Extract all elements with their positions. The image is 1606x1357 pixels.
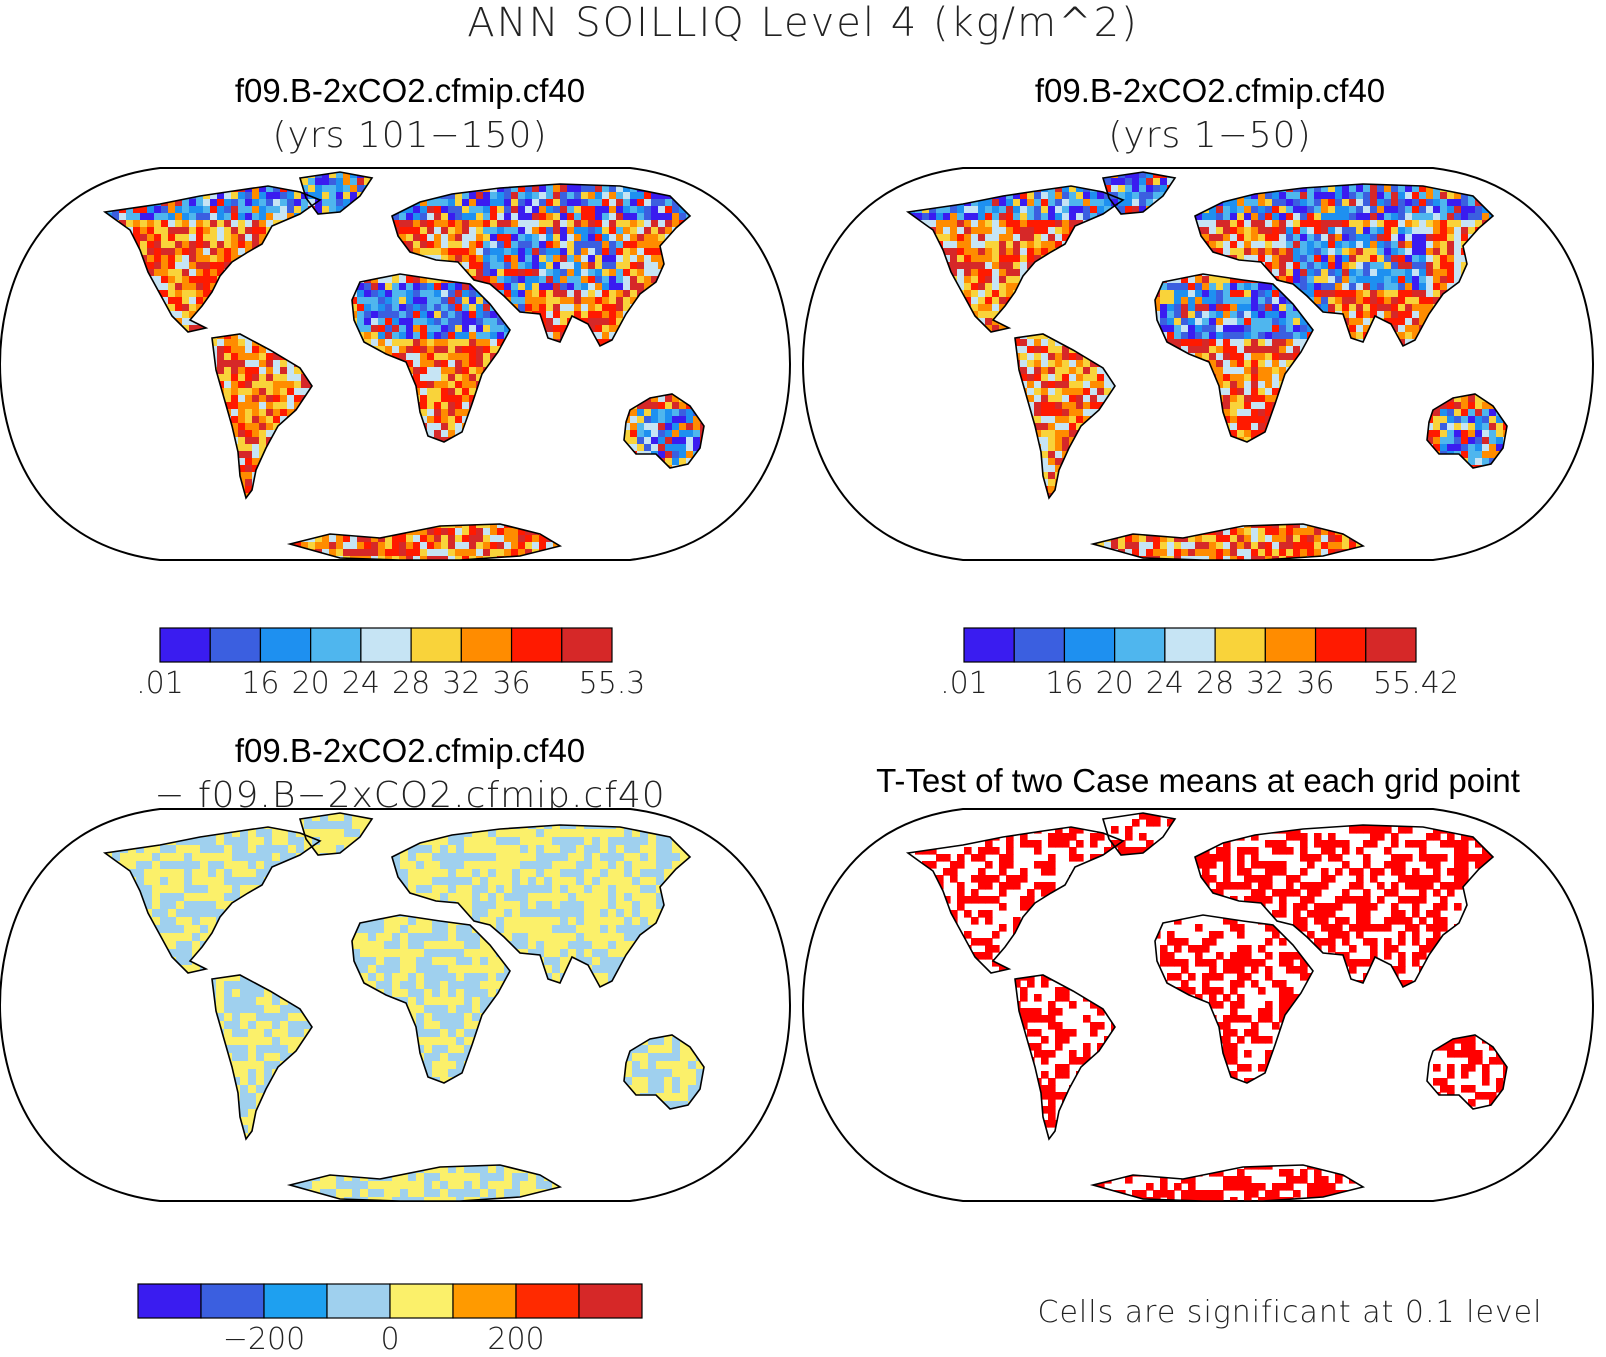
- colorbar-case1: [160, 628, 628, 664]
- colorbar-tick-label: 20: [292, 666, 330, 701]
- colorbar-tick-label: 32: [442, 666, 480, 701]
- map-case2: [803, 164, 1593, 564]
- colorbar-swatch: [160, 628, 210, 662]
- colorbar-difference: [138, 1284, 658, 1320]
- colorbar-swatch: [964, 628, 1014, 662]
- colorbar-swatch: [264, 1284, 327, 1318]
- main-title: ANN SOILLIQ Level 4 (kg/m^2): [0, 0, 1606, 46]
- colorbar-tick-label: 36: [1296, 666, 1334, 701]
- significance-note: Cells are significant at 0.1 level: [1000, 1295, 1580, 1330]
- map-case1: [0, 164, 790, 564]
- colorbar-swatch: [516, 1284, 579, 1318]
- panel2-subtitle: (yrs 1−50): [860, 115, 1560, 156]
- colorbar-swatch: [411, 628, 461, 662]
- colorbar-tick-label: 32: [1246, 666, 1284, 701]
- colorbar-swatch: [260, 628, 310, 662]
- colorbar-swatch: [1115, 628, 1165, 662]
- colorbar-case2: [964, 628, 1432, 664]
- colorbar-swatch: [361, 628, 411, 662]
- colorbar-tick-label: .01: [940, 666, 988, 701]
- colorbar-tick-label: 28: [1196, 666, 1234, 701]
- colorbar-tick-label: 0: [380, 1322, 399, 1357]
- colorbar-tick-label: 55.42: [1373, 666, 1459, 701]
- colorbar-tick-label: 24: [1146, 666, 1184, 701]
- colorbar-tick-label: 36: [492, 666, 530, 701]
- colorbar-tick-label: −200: [223, 1322, 305, 1357]
- colorbar-swatch: [579, 1284, 642, 1318]
- map-ttest: [803, 805, 1593, 1205]
- colorbar-tick-label: 16: [241, 666, 279, 701]
- colorbar-swatch: [138, 1284, 201, 1318]
- colorbar-tick-label: 55.3: [579, 666, 646, 701]
- colorbar-swatch: [210, 628, 260, 662]
- panel2-title: f09.B-2xCO2.cfmip.cf40: [860, 72, 1560, 110]
- panel3-title: f09.B-2xCO2.cfmip.cf40: [40, 732, 780, 770]
- colorbar-swatch: [1215, 628, 1265, 662]
- map-difference: [0, 805, 790, 1205]
- colorbar-tick-label: 28: [392, 666, 430, 701]
- panel4-title: T-Test of two Case means at each grid po…: [790, 762, 1606, 800]
- colorbar-swatch: [311, 628, 361, 662]
- colorbar-tick-label: 16: [1045, 666, 1083, 701]
- colorbar-tick-label: 24: [342, 666, 380, 701]
- colorbar-swatch: [453, 1284, 516, 1318]
- colorbar-swatch: [201, 1284, 264, 1318]
- colorbar-swatch: [1366, 628, 1416, 662]
- colorbar-swatch: [461, 628, 511, 662]
- colorbar-swatch: [390, 1284, 453, 1318]
- colorbar-swatch: [327, 1284, 390, 1318]
- colorbar-swatch: [562, 628, 612, 662]
- colorbar-tick-label: 20: [1096, 666, 1134, 701]
- colorbar-tick-label: .01: [136, 666, 184, 701]
- colorbar-swatch: [1165, 628, 1215, 662]
- colorbar-swatch: [1064, 628, 1114, 662]
- colorbar-swatch: [1265, 628, 1315, 662]
- panel1-subtitle: (yrs 101−150): [60, 115, 760, 156]
- colorbar-swatch: [512, 628, 562, 662]
- panel1-title: f09.B-2xCO2.cfmip.cf40: [60, 72, 760, 110]
- colorbar-swatch: [1014, 628, 1064, 662]
- colorbar-tick-label: 200: [487, 1322, 544, 1357]
- colorbar-swatch: [1316, 628, 1366, 662]
